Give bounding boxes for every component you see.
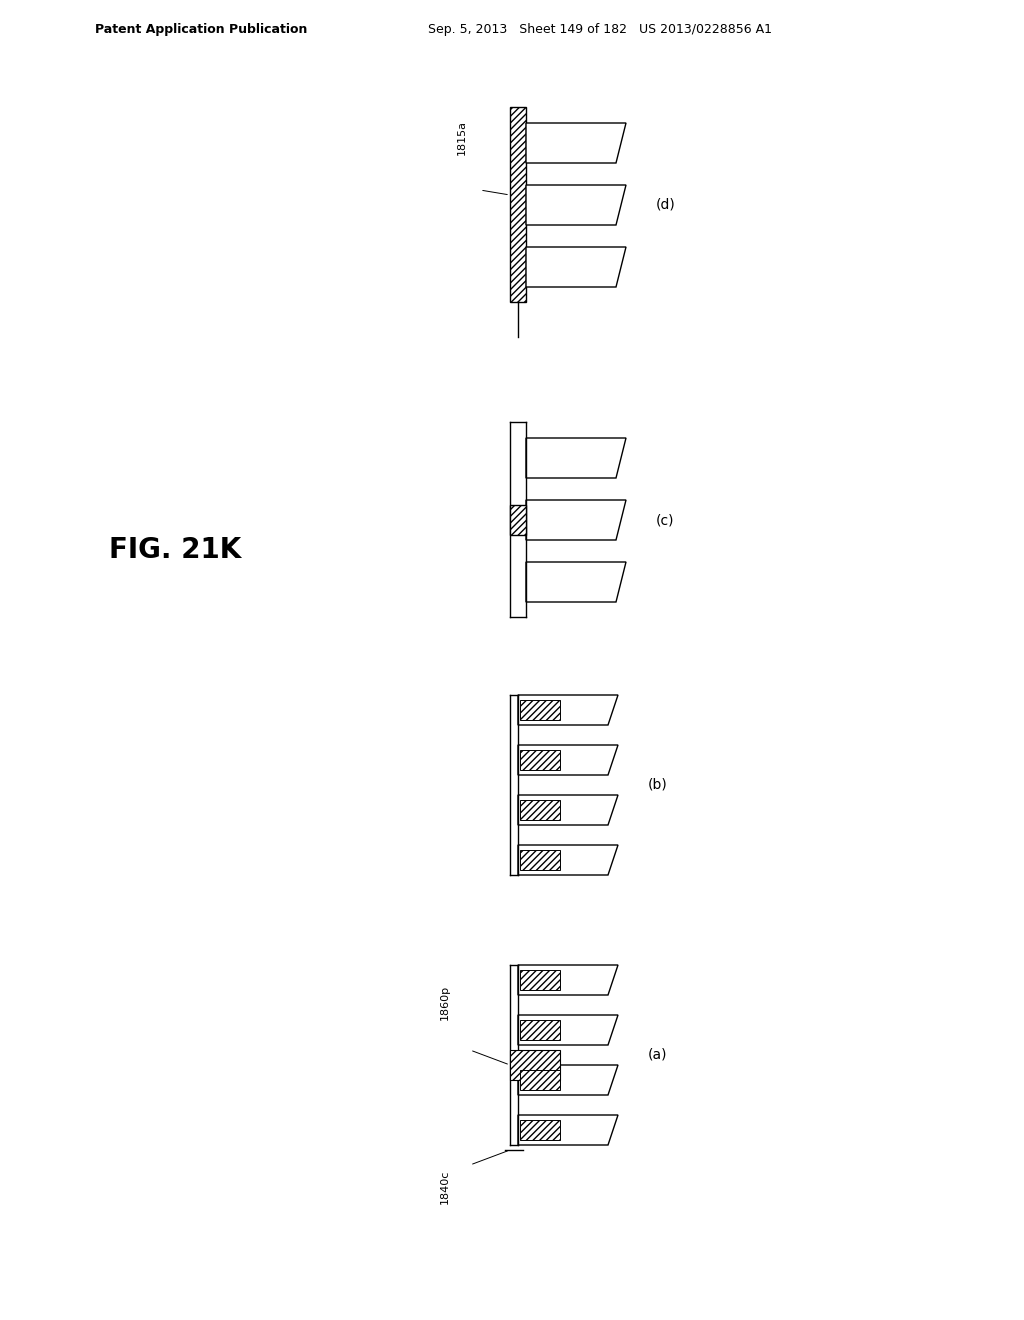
Text: Patent Application Publication: Patent Application Publication xyxy=(95,24,307,37)
Polygon shape xyxy=(526,562,626,602)
Polygon shape xyxy=(518,744,618,775)
Bar xyxy=(520,700,560,719)
Bar xyxy=(520,970,560,990)
Polygon shape xyxy=(518,795,618,825)
Text: (d): (d) xyxy=(656,198,676,213)
Text: (c): (c) xyxy=(656,513,675,527)
Polygon shape xyxy=(518,696,618,725)
Text: Sep. 5, 2013   Sheet 149 of 182   US 2013/0228856 A1: Sep. 5, 2013 Sheet 149 of 182 US 2013/02… xyxy=(428,24,772,37)
Bar xyxy=(510,1049,560,1080)
Bar xyxy=(510,506,526,535)
Polygon shape xyxy=(518,845,618,875)
Bar xyxy=(520,800,560,820)
Bar xyxy=(520,1020,560,1040)
Text: 1815a: 1815a xyxy=(457,120,467,154)
Polygon shape xyxy=(518,965,618,995)
Polygon shape xyxy=(526,247,626,286)
Bar xyxy=(520,750,560,770)
Polygon shape xyxy=(526,500,626,540)
Polygon shape xyxy=(518,1065,618,1096)
Polygon shape xyxy=(526,438,626,478)
Text: 1840c: 1840c xyxy=(440,1170,450,1204)
Text: (b): (b) xyxy=(648,777,668,792)
Text: 1860p: 1860p xyxy=(440,985,450,1020)
Bar xyxy=(520,1071,560,1090)
Polygon shape xyxy=(518,1115,618,1144)
Text: FIG. 21K: FIG. 21K xyxy=(109,536,241,564)
Bar xyxy=(520,850,560,870)
Polygon shape xyxy=(526,123,626,162)
Bar xyxy=(510,107,526,302)
Polygon shape xyxy=(526,185,626,224)
Polygon shape xyxy=(518,1015,618,1045)
Bar xyxy=(520,1119,560,1140)
Text: (a): (a) xyxy=(648,1048,668,1063)
